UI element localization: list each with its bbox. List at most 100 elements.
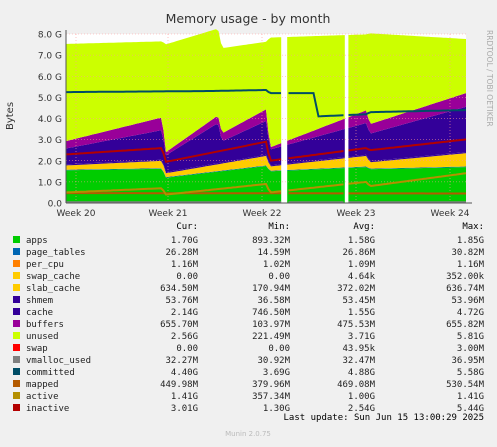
- legend-min: 103.97M: [252, 320, 291, 330]
- legend-name: cache: [26, 308, 53, 318]
- legend-cur: 26.28M: [165, 248, 198, 258]
- legend-min: 36.58M: [257, 296, 290, 306]
- legend-swatch: [13, 392, 20, 399]
- legend-avg: 4.64k: [348, 272, 376, 282]
- legend-max: 53.96M: [451, 296, 484, 306]
- legend-min: 221.49M: [252, 332, 291, 342]
- legend-cur: 1.70G: [171, 236, 198, 246]
- y-tick-label: 4.0 G: [38, 115, 62, 125]
- legend-max: 5.58G: [457, 368, 484, 378]
- y-tick-label: 3.0 G: [38, 136, 62, 146]
- legend-min: 0.00: [268, 344, 290, 354]
- legend-min: 14.59M: [257, 248, 290, 258]
- munin-footer: Munin 2.0.75: [225, 430, 271, 438]
- legend-name: committed: [26, 368, 75, 378]
- legend-cur: 1.41G: [171, 392, 198, 402]
- legend-cur: 0.00: [176, 272, 198, 282]
- legend-name: buffers: [26, 320, 64, 330]
- legend-cur: 449.98M: [160, 380, 199, 390]
- legend-swatch: [13, 308, 20, 315]
- legend-min: 379.96M: [252, 380, 291, 390]
- legend-max: 636.74M: [446, 284, 485, 294]
- legend-cur: 634.50M: [160, 284, 199, 294]
- legend-name: slab_cache: [26, 284, 80, 294]
- col-header-avg: Avg:: [353, 222, 375, 232]
- side-label: RRDTOOL / TOBI OETIKER: [485, 30, 494, 127]
- x-tick-label: Week 20: [57, 209, 96, 219]
- legend-name: per_cpu: [26, 260, 64, 270]
- legend-name: page_tables: [26, 248, 86, 258]
- legend-cur: 1.16M: [171, 260, 199, 270]
- legend-max: 3.00M: [457, 344, 485, 354]
- legend-swatch: [13, 284, 20, 291]
- legend-cur: 4.40G: [171, 368, 198, 378]
- legend-avg: 32.47M: [342, 356, 375, 366]
- legend-max: 36.95M: [451, 356, 484, 366]
- y-tick-label: 5.0 G: [38, 94, 62, 104]
- legend-max: 4.72G: [457, 308, 484, 318]
- legend-min: 0.00: [268, 272, 290, 282]
- legend-swatch: [13, 356, 20, 363]
- legend-swatch: [13, 320, 20, 327]
- legend-min: 170.94M: [252, 284, 291, 294]
- legend-min: 746.50M: [252, 308, 291, 318]
- legend-name: swap_cache: [26, 272, 80, 282]
- legend-cur: 655.70M: [160, 320, 199, 330]
- legend-swatch: [13, 404, 20, 411]
- y-tick-label: 7.0 G: [38, 52, 62, 62]
- legend-name: vmalloc_used: [26, 356, 91, 366]
- legend-avg: 1.09M: [348, 260, 376, 270]
- legend-name: unused: [26, 332, 59, 342]
- legend-max: 1.41G: [457, 392, 484, 402]
- legend-max: 530.54M: [446, 380, 485, 390]
- legend-max: 1.85G: [457, 236, 484, 246]
- legend-swatch: [13, 296, 20, 303]
- legend-row-mapped: mapped 449.98M 379.96M 469.08M 530.54M: [13, 380, 485, 390]
- last-update: Last update: Sun Jun 15 13:00:29 2025: [284, 413, 484, 423]
- col-header-min: Min:: [268, 222, 290, 232]
- legend-min: 893.32M: [252, 236, 291, 246]
- legend-min: 30.92M: [257, 356, 290, 366]
- legend-name: mapped: [26, 380, 59, 390]
- legend-max: 655.82M: [446, 320, 485, 330]
- legend-swatch: [13, 272, 20, 279]
- x-tick-label: Week 24: [431, 209, 470, 219]
- y-tick-label: 1.0 G: [38, 178, 62, 188]
- y-tick-label: 6.0 G: [38, 73, 62, 83]
- legend-row-slab_cache: slab_cache 634.50M 170.94M 372.02M 636.74M: [13, 284, 485, 294]
- legend-row-swap_cache: swap_cache 0.00 0.00 4.64k 352.00k: [13, 272, 485, 282]
- legend-cur: 2.56G: [171, 332, 198, 342]
- legend-avg: 1.55G: [348, 308, 375, 318]
- legend-avg: 53.45M: [342, 296, 375, 306]
- legend-avg: 3.71G: [348, 332, 375, 342]
- col-header-max: Max:: [462, 222, 484, 232]
- x-tick-label: Week 23: [337, 209, 376, 219]
- y-tick-label: 8.0 G: [38, 31, 62, 41]
- legend-avg: 469.08M: [337, 380, 376, 390]
- legend-name: apps: [26, 236, 48, 246]
- legend-swatch: [13, 344, 20, 351]
- legend-avg: 372.02M: [337, 284, 376, 294]
- legend-row-vmalloc_used: vmalloc_used 32.27M 30.92M 32.47M 36.95M: [13, 356, 485, 366]
- legend-cur: 53.76M: [165, 296, 198, 306]
- legend-swatch: [13, 248, 20, 255]
- legend-cur: 0.00: [176, 344, 198, 354]
- x-tick-label: Week 22: [243, 209, 282, 219]
- legend-avg: 43.95k: [342, 344, 375, 354]
- legend-max: 352.00k: [446, 272, 485, 282]
- legend-avg: 1.00G: [348, 392, 375, 402]
- legend-cur: 32.27M: [165, 356, 198, 366]
- legend-max: 30.82M: [451, 248, 484, 258]
- legend-min: 357.34M: [252, 392, 291, 402]
- chart-title: Memory usage - by month: [166, 11, 331, 26]
- legend-name: inactive: [26, 404, 69, 414]
